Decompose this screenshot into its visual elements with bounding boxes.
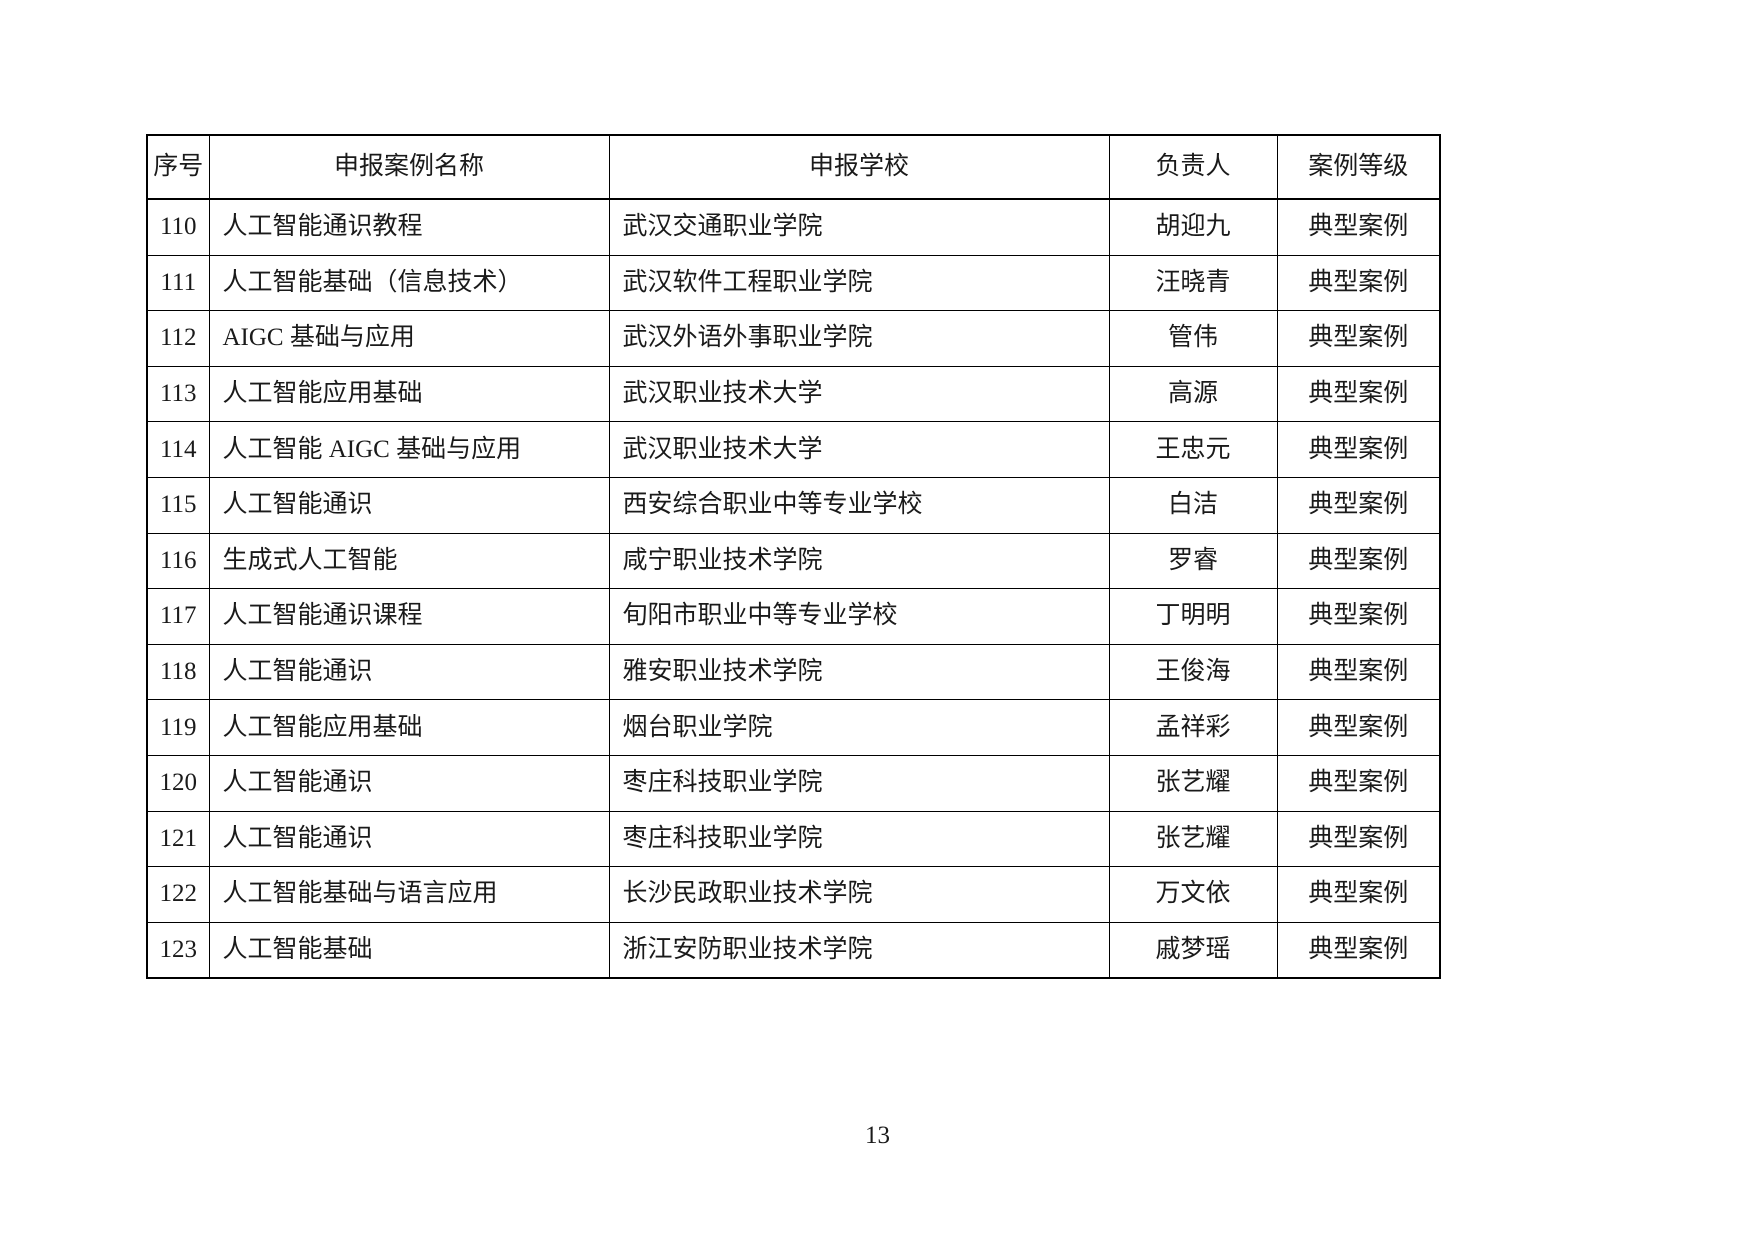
cell-owner: 罗睿 <box>1108 532 1278 590</box>
table-row: 114 人工智能 AIGC 基础与应用 武汉职业技术大学 王忠元 典型案例 <box>146 421 1441 478</box>
cell-case-name: 人工智能应用基础 <box>208 365 610 423</box>
cell-school: 雅安职业技术学院 <box>608 643 1110 701</box>
cell-school: 咸宁职业技术学院 <box>608 532 1110 590</box>
table-row: 121 人工智能通识 枣庄科技职业学院 张艺耀 典型案例 <box>146 810 1441 868</box>
cell-level: 典型案例 <box>1276 476 1441 534</box>
cell-level: 典型案例 <box>1276 588 1441 645</box>
cell-seq: 117 <box>146 588 210 645</box>
cell-owner: 白洁 <box>1108 476 1278 534</box>
cell-level: 典型案例 <box>1276 699 1441 756</box>
cell-seq: 121 <box>146 810 210 868</box>
cell-owner: 汪晓青 <box>1108 254 1278 312</box>
case-list-table-container: 序号 申报案例名称 申报学校 负责人 案例等级 110 人工智能通识教程 武汉交通职… <box>146 134 1441 980</box>
cell-level: 典型案例 <box>1276 421 1441 478</box>
table-row: 122 人工智能基础与语言应用 长沙民政职业技术学院 万文依 典型案例 <box>146 866 1441 923</box>
cell-owner: 丁明明 <box>1108 588 1278 645</box>
table-row: 112 AIGC 基础与应用 武汉外语外事职业学院 管伟 典型案例 <box>146 310 1441 367</box>
cell-owner: 王忠元 <box>1108 421 1278 478</box>
cell-seq: 122 <box>146 866 210 923</box>
cell-seq: 120 <box>146 754 210 812</box>
table-row: 110 人工智能通识教程 武汉交通职业学院 胡迎九 典型案例 <box>146 198 1441 256</box>
cell-school: 枣庄科技职业学院 <box>608 810 1110 868</box>
cell-case-name: 人工智能通识 <box>208 476 610 534</box>
cell-seq: 113 <box>146 365 210 423</box>
cell-owner: 戚梦瑶 <box>1108 921 1278 979</box>
cell-school: 旬阳市职业中等专业学校 <box>608 588 1110 645</box>
cell-case-name: 人工智能基础 <box>208 921 610 979</box>
cell-school: 武汉职业技术大学 <box>608 365 1110 423</box>
cell-owner: 王俊海 <box>1108 643 1278 701</box>
cell-level: 典型案例 <box>1276 365 1441 423</box>
cell-school: 武汉职业技术大学 <box>608 421 1110 478</box>
cell-case-name: 人工智能通识 <box>208 810 610 868</box>
table-row: 116 生成式人工智能 咸宁职业技术学院 罗睿 典型案例 <box>146 532 1441 590</box>
page-number: 13 <box>865 1122 890 1149</box>
cell-school: 西安综合职业中等专业学校 <box>608 476 1110 534</box>
table-row: 117 人工智能通识课程 旬阳市职业中等专业学校 丁明明 典型案例 <box>146 588 1441 645</box>
cell-level: 典型案例 <box>1276 310 1441 367</box>
cell-level: 典型案例 <box>1276 866 1441 923</box>
cell-school: 武汉交通职业学院 <box>608 198 1110 256</box>
cell-case-name: 人工智能应用基础 <box>208 699 610 756</box>
cell-case-name: 人工智能通识课程 <box>208 588 610 645</box>
cell-seq: 114 <box>146 421 210 478</box>
cell-school: 长沙民政职业技术学院 <box>608 866 1110 923</box>
cell-level: 典型案例 <box>1276 198 1441 256</box>
cell-seq: 110 <box>146 198 210 256</box>
table-row: 119 人工智能应用基础 烟台职业学院 孟祥彩 典型案例 <box>146 699 1441 756</box>
cell-seq: 111 <box>146 254 210 312</box>
cell-level: 典型案例 <box>1276 921 1441 979</box>
table-row: 123 人工智能基础 浙江安防职业技术学院 戚梦瑶 典型案例 <box>146 921 1441 979</box>
cell-school: 枣庄科技职业学院 <box>608 754 1110 812</box>
cell-case-name: 人工智能通识 <box>208 643 610 701</box>
cell-level: 典型案例 <box>1276 643 1441 701</box>
column-header-name: 申报案例名称 <box>208 134 610 200</box>
table-body: 110 人工智能通识教程 武汉交通职业学院 胡迎九 典型案例 111 人工智能基础（信息技术… <box>146 198 1441 979</box>
table-header-row: 序号 申报案例名称 申报学校 负责人 案例等级 <box>146 134 1441 200</box>
cell-owner: 张艺耀 <box>1108 754 1278 812</box>
cell-case-name: 人工智能 AIGC 基础与应用 <box>208 421 610 478</box>
cell-case-name: 人工智能通识 <box>208 754 610 812</box>
cell-school: 浙江安防职业技术学院 <box>608 921 1110 979</box>
case-list-table: 序号 申报案例名称 申报学校 负责人 案例等级 110 人工智能通识教程 武汉交通职… <box>146 134 1441 980</box>
column-header-school: 申报学校 <box>608 134 1110 200</box>
cell-school: 武汉软件工程职业学院 <box>608 254 1110 312</box>
cell-case-name: AIGC 基础与应用 <box>208 310 610 367</box>
table-row: 120 人工智能通识 枣庄科技职业学院 张艺耀 典型案例 <box>146 754 1441 812</box>
cell-seq: 115 <box>146 476 210 534</box>
cell-level: 典型案例 <box>1276 254 1441 312</box>
column-header-seq: 序号 <box>146 134 210 200</box>
cell-case-name: 生成式人工智能 <box>208 532 610 590</box>
cell-seq: 118 <box>146 643 210 701</box>
cell-seq: 123 <box>146 921 210 979</box>
cell-school: 烟台职业学院 <box>608 699 1110 756</box>
table-row: 115 人工智能通识 西安综合职业中等专业学校 白洁 典型案例 <box>146 476 1441 534</box>
cell-owner: 管伟 <box>1108 310 1278 367</box>
cell-seq: 119 <box>146 699 210 756</box>
table-row: 111 人工智能基础（信息技术） 武汉软件工程职业学院 汪晓青 典型案例 <box>146 254 1441 312</box>
cell-case-name: 人工智能基础（信息技术） <box>208 254 610 312</box>
cell-school: 武汉外语外事职业学院 <box>608 310 1110 367</box>
cell-seq: 112 <box>146 310 210 367</box>
cell-level: 典型案例 <box>1276 754 1441 812</box>
table-row: 113 人工智能应用基础 武汉职业技术大学 高源 典型案例 <box>146 365 1441 423</box>
column-header-level: 案例等级 <box>1276 134 1441 200</box>
column-header-owner: 负责人 <box>1108 134 1278 200</box>
cell-owner: 张艺耀 <box>1108 810 1278 868</box>
table-header: 序号 申报案例名称 申报学校 负责人 案例等级 <box>146 134 1441 200</box>
table-row: 118 人工智能通识 雅安职业技术学院 王俊海 典型案例 <box>146 643 1441 701</box>
cell-level: 典型案例 <box>1276 810 1441 868</box>
cell-owner: 胡迎九 <box>1108 198 1278 256</box>
cell-case-name: 人工智能基础与语言应用 <box>208 866 610 923</box>
cell-owner: 万文依 <box>1108 866 1278 923</box>
cell-case-name: 人工智能通识教程 <box>208 198 610 256</box>
cell-owner: 孟祥彩 <box>1108 699 1278 756</box>
cell-seq: 116 <box>146 532 210 590</box>
cell-owner: 高源 <box>1108 365 1278 423</box>
cell-level: 典型案例 <box>1276 532 1441 590</box>
